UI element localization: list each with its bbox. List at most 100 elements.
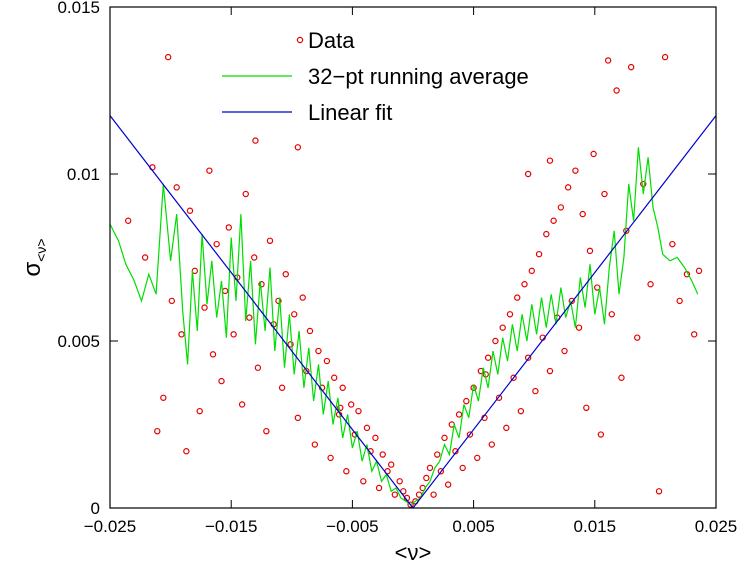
data-point — [291, 311, 298, 318]
data-point — [160, 394, 167, 401]
data-point — [299, 294, 306, 301]
data-point — [640, 180, 647, 188]
data-point — [590, 150, 597, 158]
plot-frame — [109, 6, 717, 509]
data-point — [535, 250, 543, 258]
data-point — [568, 297, 575, 305]
data-point — [242, 190, 249, 198]
data-point — [238, 401, 246, 408]
y-axis-title: σ<ν> — [19, 238, 49, 276]
data-point — [315, 347, 322, 355]
data-point — [676, 297, 683, 305]
data-point — [251, 254, 258, 261]
y-tick-label: 0.01 — [67, 165, 100, 184]
data-point — [331, 374, 338, 381]
data-point — [282, 271, 289, 278]
data-point — [275, 297, 282, 305]
data-point — [597, 431, 605, 438]
data-point — [191, 267, 199, 275]
data-point — [396, 478, 403, 485]
data-point — [391, 491, 399, 498]
legend-label-data: Data — [308, 28, 355, 53]
x-tick-label: −0.015 — [205, 517, 257, 536]
data-point — [690, 331, 698, 338]
legend-data-marker — [296, 36, 304, 44]
data-point — [294, 144, 302, 151]
data-point — [477, 367, 485, 375]
data-point — [323, 357, 331, 365]
data-point — [532, 387, 539, 395]
data-point — [444, 481, 452, 488]
data-point — [503, 424, 510, 432]
data-point — [209, 351, 217, 358]
data-point — [360, 478, 367, 485]
data-point — [252, 137, 259, 144]
legend: Data 32−pt running average Linear fit — [222, 28, 529, 125]
data-point — [510, 374, 517, 381]
data-point — [492, 337, 499, 345]
y-axis-title-subscript: <ν> — [33, 238, 49, 261]
data-point — [196, 407, 203, 415]
data-point — [618, 374, 625, 381]
data-point — [459, 464, 466, 472]
data-point — [124, 217, 132, 224]
data-point — [355, 407, 362, 415]
plot-area — [110, 53, 716, 508]
data-point — [575, 324, 583, 331]
data-point — [557, 204, 565, 211]
data-point — [488, 441, 495, 448]
x-axis-title: <ν> — [395, 540, 432, 565]
data-point — [586, 247, 594, 255]
data-point — [546, 367, 554, 375]
data-point — [337, 404, 344, 411]
data-point — [561, 347, 568, 355]
data-point — [347, 401, 355, 408]
data-point — [546, 157, 554, 164]
data-point — [506, 311, 514, 318]
data-point — [178, 331, 185, 338]
legend-label-linear-fit: Linear fit — [308, 100, 392, 125]
y-tick-label: 0 — [91, 499, 100, 518]
data-point — [572, 167, 579, 174]
data-point — [407, 501, 414, 508]
data-point — [294, 414, 302, 422]
data-point — [327, 454, 334, 462]
data-point — [306, 327, 314, 335]
data-point — [266, 237, 274, 244]
y-tick-label: 0.015 — [57, 0, 100, 17]
data-point — [550, 217, 557, 224]
linear-fit-line — [110, 115, 716, 508]
data-point — [339, 384, 346, 391]
data-point — [254, 364, 262, 371]
data-point — [287, 341, 294, 348]
data-point — [521, 281, 528, 288]
data-point — [627, 63, 635, 71]
data-point — [311, 441, 319, 448]
data-point — [543, 230, 550, 238]
data-point — [604, 57, 612, 64]
data-point — [514, 294, 521, 301]
data-point — [387, 461, 395, 468]
data-point — [164, 53, 172, 61]
data-point — [583, 404, 590, 411]
data-point — [669, 240, 676, 248]
data-point — [186, 207, 194, 214]
data-point — [524, 354, 532, 361]
data-point — [647, 281, 654, 288]
data-point — [437, 468, 445, 475]
data-point — [474, 454, 481, 462]
data-point — [441, 434, 448, 442]
x-tick-label: 0.005 — [452, 517, 495, 536]
data-point — [484, 354, 492, 361]
data-point — [426, 464, 434, 472]
data-point — [466, 431, 474, 438]
data-point — [343, 468, 350, 475]
data-point — [564, 184, 572, 191]
legend-label-running-average: 32−pt running average — [308, 64, 529, 89]
data-point — [695, 267, 703, 275]
data-point — [278, 384, 286, 391]
data-point — [634, 334, 641, 341]
data-point — [372, 434, 379, 442]
data-point — [613, 87, 620, 94]
